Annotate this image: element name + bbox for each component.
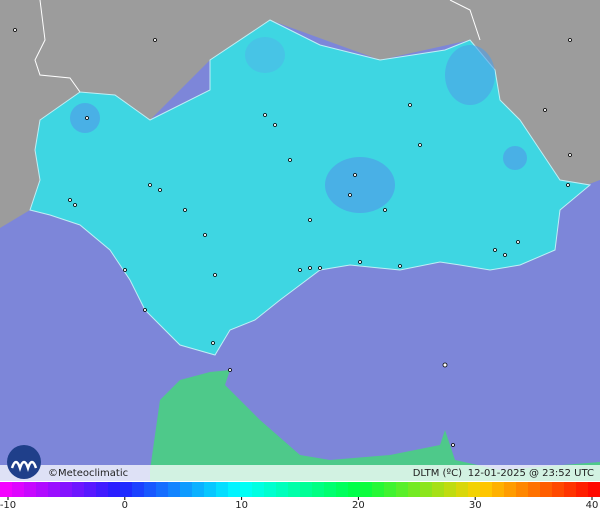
scale-cell <box>540 482 553 497</box>
scale-cell <box>240 482 253 497</box>
scale-cell <box>396 482 409 497</box>
scale-cell <box>276 482 289 497</box>
timestamp: 12-01-2025 @ 23:52 UTC <box>468 468 594 479</box>
color-scale: -10 0 10 20 30 40 <box>0 482 600 511</box>
scale-cell <box>156 482 169 497</box>
scale-cell <box>372 482 385 497</box>
region-andalusia <box>29 19 592 356</box>
scale-cell <box>84 482 97 497</box>
land-spain <box>0 0 600 228</box>
scale-cell <box>36 482 49 497</box>
scale-cell <box>576 482 589 497</box>
scale-cell <box>444 482 457 497</box>
border <box>34 0 81 93</box>
scale-cell <box>60 482 73 497</box>
scale-cell <box>300 482 313 497</box>
scale-cell <box>480 482 493 497</box>
scale-cell <box>144 482 157 497</box>
tick-label: 30 <box>469 500 482 511</box>
scale-cell <box>132 482 145 497</box>
scale-cell <box>552 482 565 497</box>
credit: ©Meteoclimatic <box>48 468 128 479</box>
cold-spot <box>245 37 285 73</box>
scale-cell <box>0 482 13 497</box>
scale-cell <box>288 482 301 497</box>
scale-cell <box>204 482 217 497</box>
scale-cell <box>324 482 337 497</box>
scale-cell <box>312 482 325 497</box>
scale-cell <box>216 482 229 497</box>
cold-spot <box>503 146 527 170</box>
stations <box>13 28 572 447</box>
tick-label: 20 <box>352 500 365 511</box>
scale-cell <box>24 482 37 497</box>
scale-cell <box>516 482 529 497</box>
scale-cell <box>588 482 600 497</box>
scale-cell <box>96 482 109 497</box>
tick-label: 10 <box>235 500 248 511</box>
scale-cell <box>72 482 85 497</box>
logo-mark <box>10 460 38 472</box>
scale-cell <box>360 482 373 497</box>
scale-cell <box>468 482 481 497</box>
tick-label: 40 <box>586 500 599 511</box>
scale-cell <box>456 482 469 497</box>
scale-cell <box>492 482 505 497</box>
scale-cell <box>180 482 193 497</box>
scale-cell <box>108 482 121 497</box>
tick-label: -10 <box>0 500 16 511</box>
scale-cell <box>252 482 265 497</box>
scale-cell <box>420 482 433 497</box>
border <box>449 0 481 41</box>
scale-cell <box>12 482 25 497</box>
cold-spot <box>445 45 495 105</box>
scale-cell <box>432 482 445 497</box>
scale-cell <box>228 482 241 497</box>
scale-cell <box>192 482 205 497</box>
scale-cell <box>120 482 133 497</box>
scale-cell <box>408 482 421 497</box>
variable: DLTM (ºC) <box>413 468 462 479</box>
info-bar <box>0 465 600 481</box>
scale-cell <box>348 482 361 497</box>
cold-spot <box>70 103 100 133</box>
scale-cell <box>564 482 577 497</box>
tick-label: 0 <box>122 500 128 511</box>
scale-cell <box>528 482 541 497</box>
scale-cell <box>384 482 397 497</box>
cold-spot <box>325 157 395 213</box>
scale-cell <box>48 482 61 497</box>
scale-cell <box>264 482 277 497</box>
scale-cell <box>336 482 349 497</box>
land-morocco <box>150 370 600 481</box>
scale-cell <box>168 482 181 497</box>
scale-cell <box>504 482 517 497</box>
